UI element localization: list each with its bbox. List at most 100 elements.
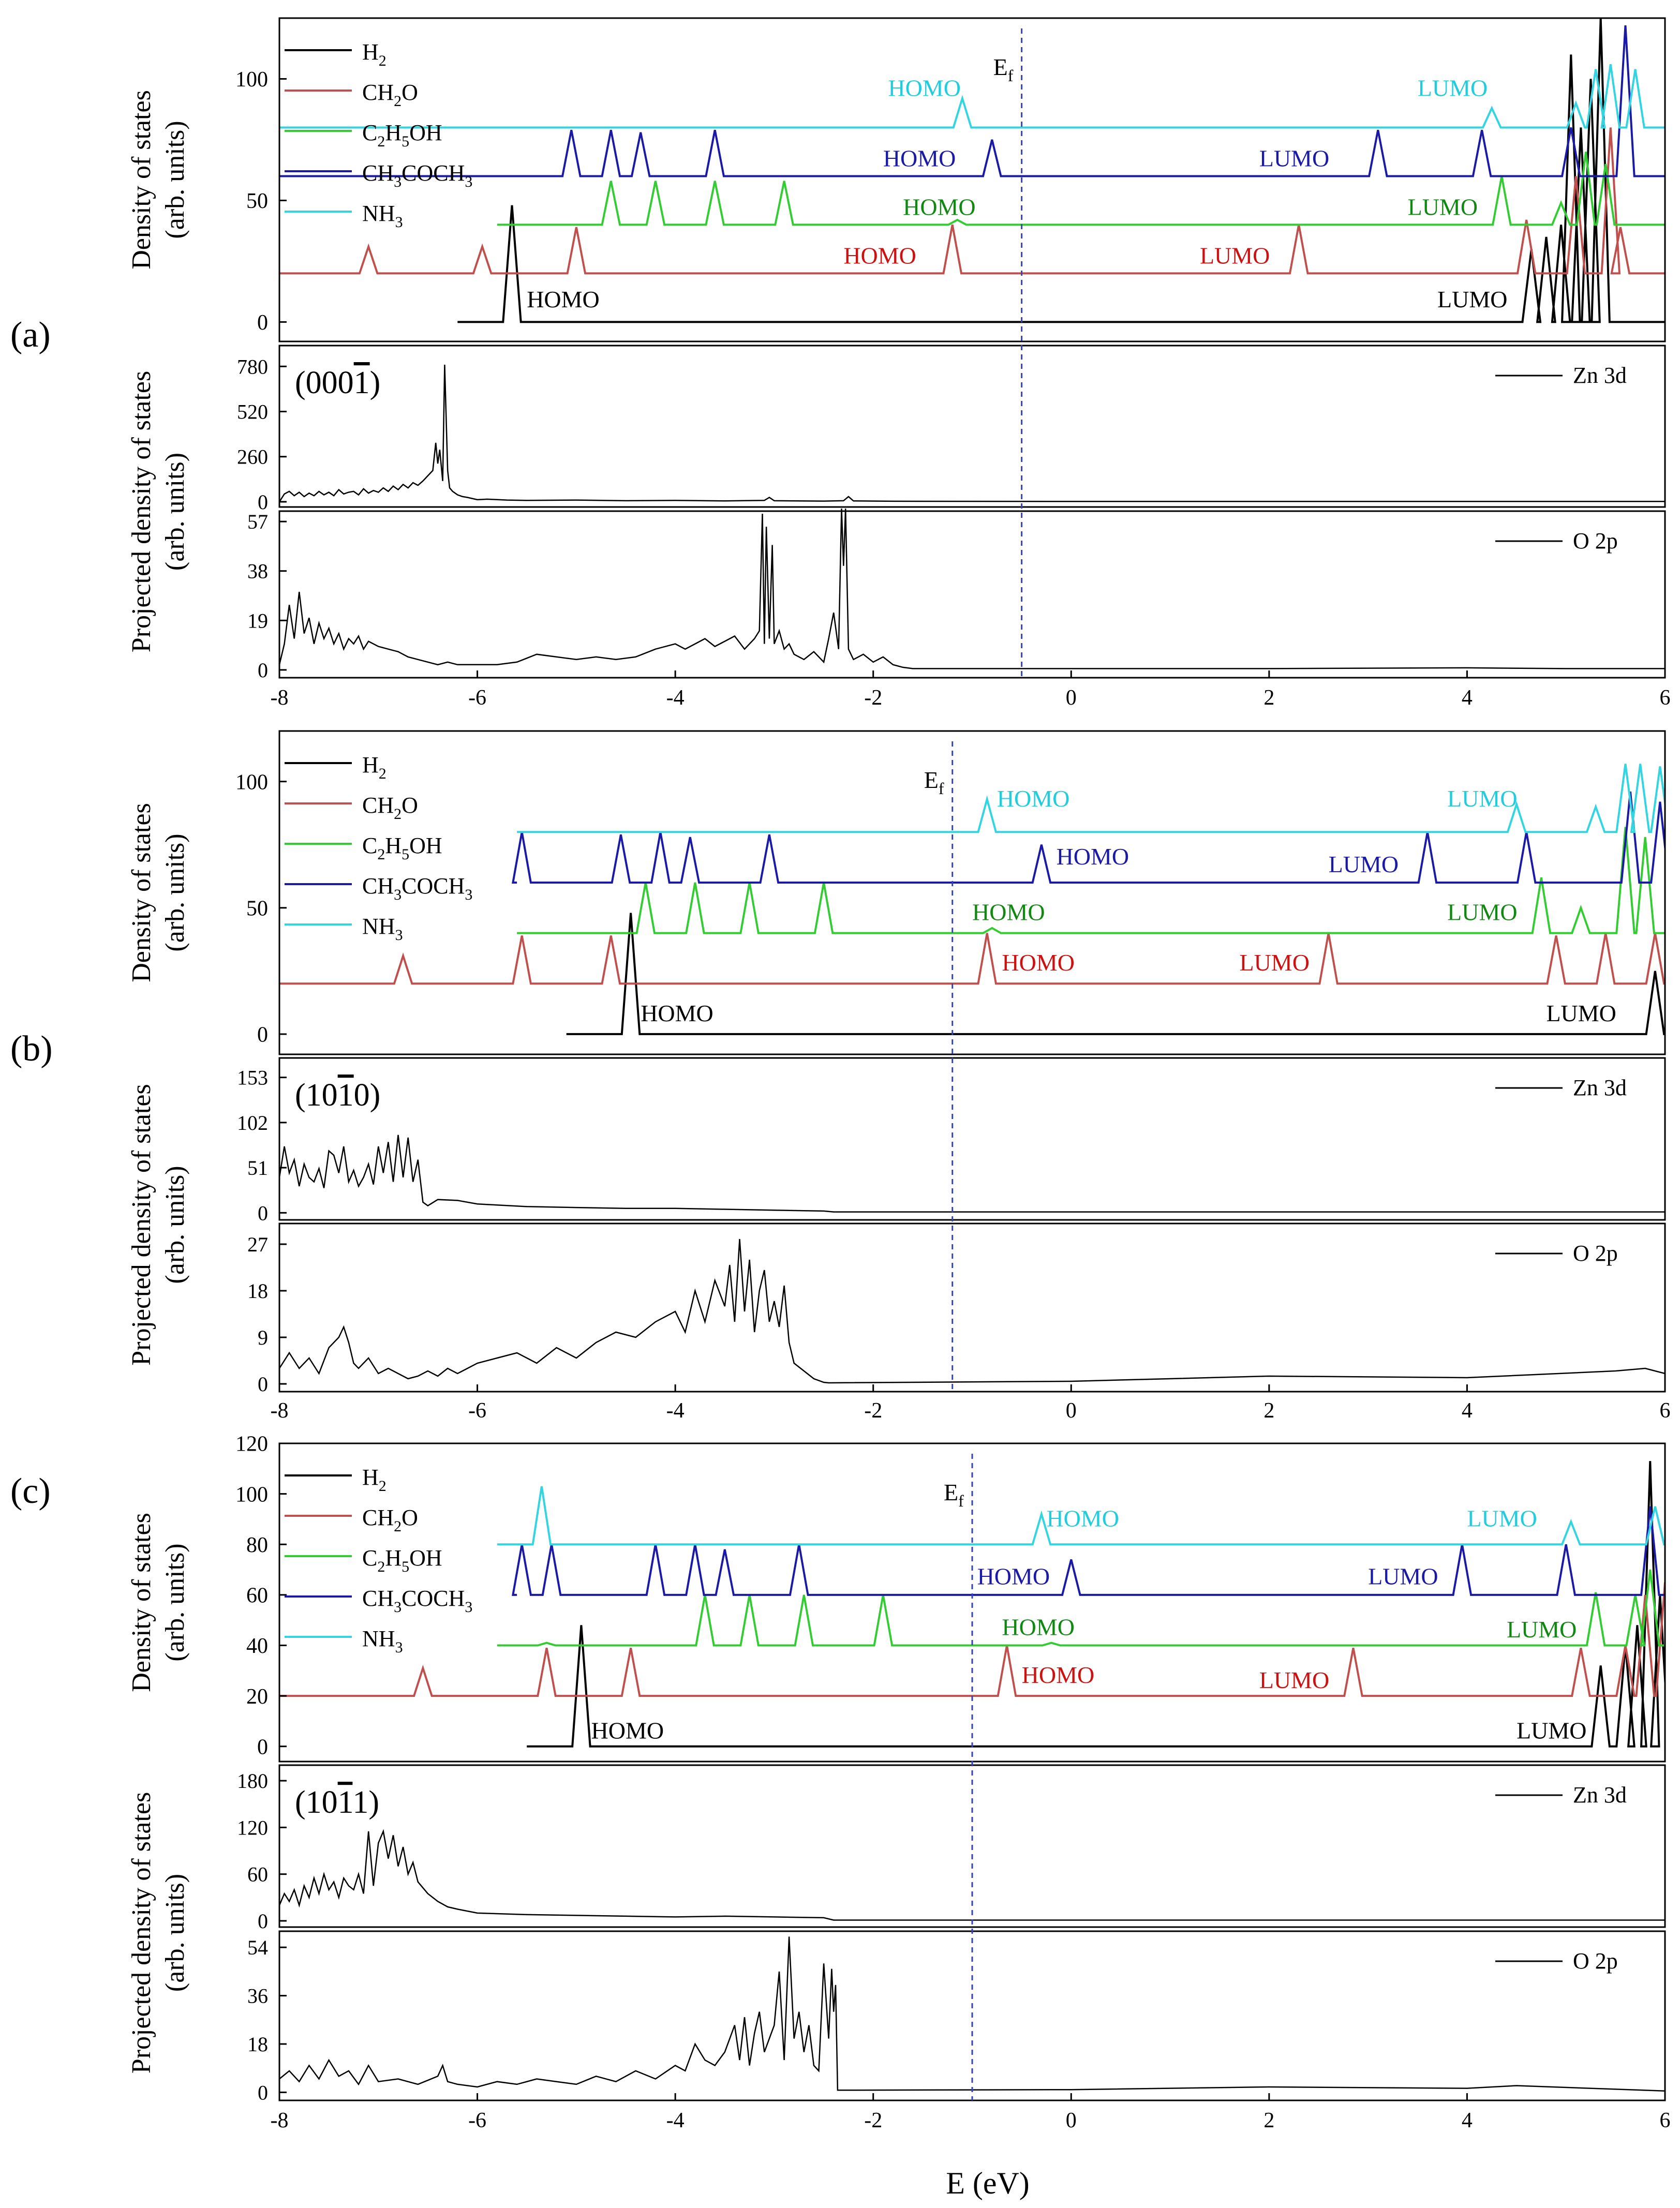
text-span: 0) — [354, 1078, 381, 1113]
y-tick-label: 38 — [247, 560, 268, 583]
dos-ylabel-units: (arb. units) — [160, 833, 190, 951]
text-span: 1 — [338, 1078, 354, 1113]
text-span: CH — [362, 80, 394, 105]
legend-label-C2H5OH: C2H5OH — [362, 833, 442, 863]
text-span: C — [362, 120, 377, 145]
x-tick-label: 6 — [1660, 1399, 1671, 1423]
zn3d-curve — [278, 1829, 1665, 1921]
dos-plot-area — [279, 1461, 1665, 1748]
text-span: OH — [409, 1545, 442, 1571]
text-span: ) — [370, 365, 381, 400]
y-tick-label: 40 — [246, 1634, 268, 1658]
pdos-ylabel-units: (arb. units) — [160, 1166, 190, 1284]
x-tick-label: -4 — [666, 686, 685, 710]
pdos-ylabel: Projected density of states — [127, 1084, 156, 1365]
dos-series-NH3 — [279, 64, 1665, 129]
y-tick-label: 0 — [258, 490, 268, 514]
orbital-label-lumo: LUMO — [1329, 851, 1399, 877]
text-span: C — [362, 833, 377, 858]
text-span: 2 — [394, 1518, 402, 1535]
orbital-label-homo: HOMO — [1002, 949, 1075, 976]
x-tick-label: 2 — [1263, 2109, 1274, 2132]
y-tick-label: 0 — [258, 1909, 268, 1933]
y-tick-label: 0 — [258, 2081, 268, 2104]
y-tick-label: 0 — [258, 1372, 268, 1396]
x-tick-label: 0 — [1066, 2109, 1077, 2132]
orbital-label-homo: HOMO — [1046, 1505, 1119, 1531]
text-span: NH — [362, 1626, 395, 1651]
text-span: CH — [362, 1586, 394, 1611]
legend-label-H2: H2 — [362, 752, 386, 782]
legend-label-NH3: NH3 — [362, 914, 403, 944]
x-tick-label: 4 — [1462, 1399, 1473, 1423]
dos-series-CH3COCH3 — [512, 1506, 1665, 1596]
orbital-label-homo: HOMO — [883, 145, 956, 172]
legend-label-CH2O: CH2O — [362, 1505, 418, 1535]
panels: (a) HOMO LUMO HOMO LUMO HOMO LUMO HOMO LUMO HOMO L… — [10, 17, 1671, 2132]
y-tick-label: 0 — [257, 311, 268, 335]
text-span: 2 — [379, 52, 386, 69]
o2p-legend-label: O 2p — [1573, 528, 1618, 554]
text-span: O — [402, 793, 418, 818]
text-span: 3 — [394, 1599, 402, 1616]
dos-ylabel-units: (arb. units) — [160, 121, 190, 238]
surface-label: (1011) — [295, 1785, 379, 1820]
dos-frame — [278, 730, 1666, 1055]
dos-ylabel: Density of states — [127, 1513, 156, 1692]
x-tick-label: -8 — [271, 2109, 289, 2132]
text-span: H — [385, 833, 402, 858]
text-span: 2 — [377, 133, 385, 150]
text-span: 3 — [465, 173, 472, 190]
text-span: 1 — [338, 1785, 353, 1820]
o2p-frame — [278, 1222, 1666, 1393]
text-span: H — [362, 39, 379, 65]
y-tick-label: 120 — [235, 1433, 268, 1456]
y-tick-label: 100 — [235, 1483, 268, 1506]
legend-label-NH3: NH3 — [362, 201, 403, 231]
legend-label-CH3COCH3: CH3COCH3 — [362, 160, 472, 190]
legend-label-CH3COCH3: CH3COCH3 — [362, 873, 472, 903]
orbital-label-homo: HOMO — [641, 1000, 713, 1026]
text-span: 3 — [395, 214, 403, 231]
y-tick-label: 57 — [247, 510, 268, 533]
pdos-ylabel: Projected density of states — [127, 371, 156, 652]
text-span: H — [362, 1465, 379, 1490]
y-tick-label: 27 — [247, 1233, 268, 1256]
dos-series-NH3 — [497, 1486, 1665, 1546]
text-span: COCH — [402, 1586, 465, 1611]
surface-label: (0001) — [295, 365, 380, 400]
dos-series-CH3COCH3 — [279, 25, 1665, 177]
x-tick-label: 0 — [1066, 1399, 1077, 1423]
y-tick-label: 120 — [237, 1816, 268, 1839]
text-span: 5 — [402, 133, 409, 150]
text-span: f — [958, 1491, 964, 1510]
legend-label-CH2O: CH2O — [362, 793, 418, 823]
dos-series-CH3COCH3 — [512, 792, 1665, 884]
orbital-label-homo: HOMO — [591, 1717, 664, 1743]
x-tick-label: -6 — [468, 2109, 486, 2132]
pdos-ylabel-units: (arb. units) — [160, 453, 190, 571]
zn3d-curve — [278, 1135, 1665, 1213]
x-tick-label: 2 — [1263, 1399, 1274, 1423]
text-span: OH — [409, 833, 442, 858]
text-span: 2 — [394, 805, 402, 823]
x-tick-label: 4 — [1462, 2109, 1473, 2132]
x-tick-label: 6 — [1660, 2109, 1671, 2132]
x-tick-label: -2 — [864, 1399, 882, 1423]
legend-label-CH3COCH3: CH3COCH3 — [362, 1586, 472, 1616]
legend-label-NH3: NH3 — [362, 1626, 403, 1656]
text-span: 3 — [394, 173, 402, 190]
x-tick-label: -2 — [864, 686, 882, 710]
dos-ylabel-units: (arb. units) — [160, 1543, 190, 1661]
y-tick-label: 780 — [237, 355, 268, 378]
text-span: CH — [362, 793, 394, 818]
panel-label: (a) — [10, 315, 51, 355]
dos-ylabel: Density of states — [127, 803, 156, 982]
text-span: f — [939, 779, 944, 798]
x-axis-label: E (eV) — [946, 2166, 1030, 2200]
x-tick-label: -6 — [468, 686, 486, 710]
y-tick-label: 0 — [257, 1023, 268, 1047]
orbital-label-homo: HOMO — [843, 243, 916, 269]
orbital-label-lumo: LUMO — [1239, 949, 1309, 976]
